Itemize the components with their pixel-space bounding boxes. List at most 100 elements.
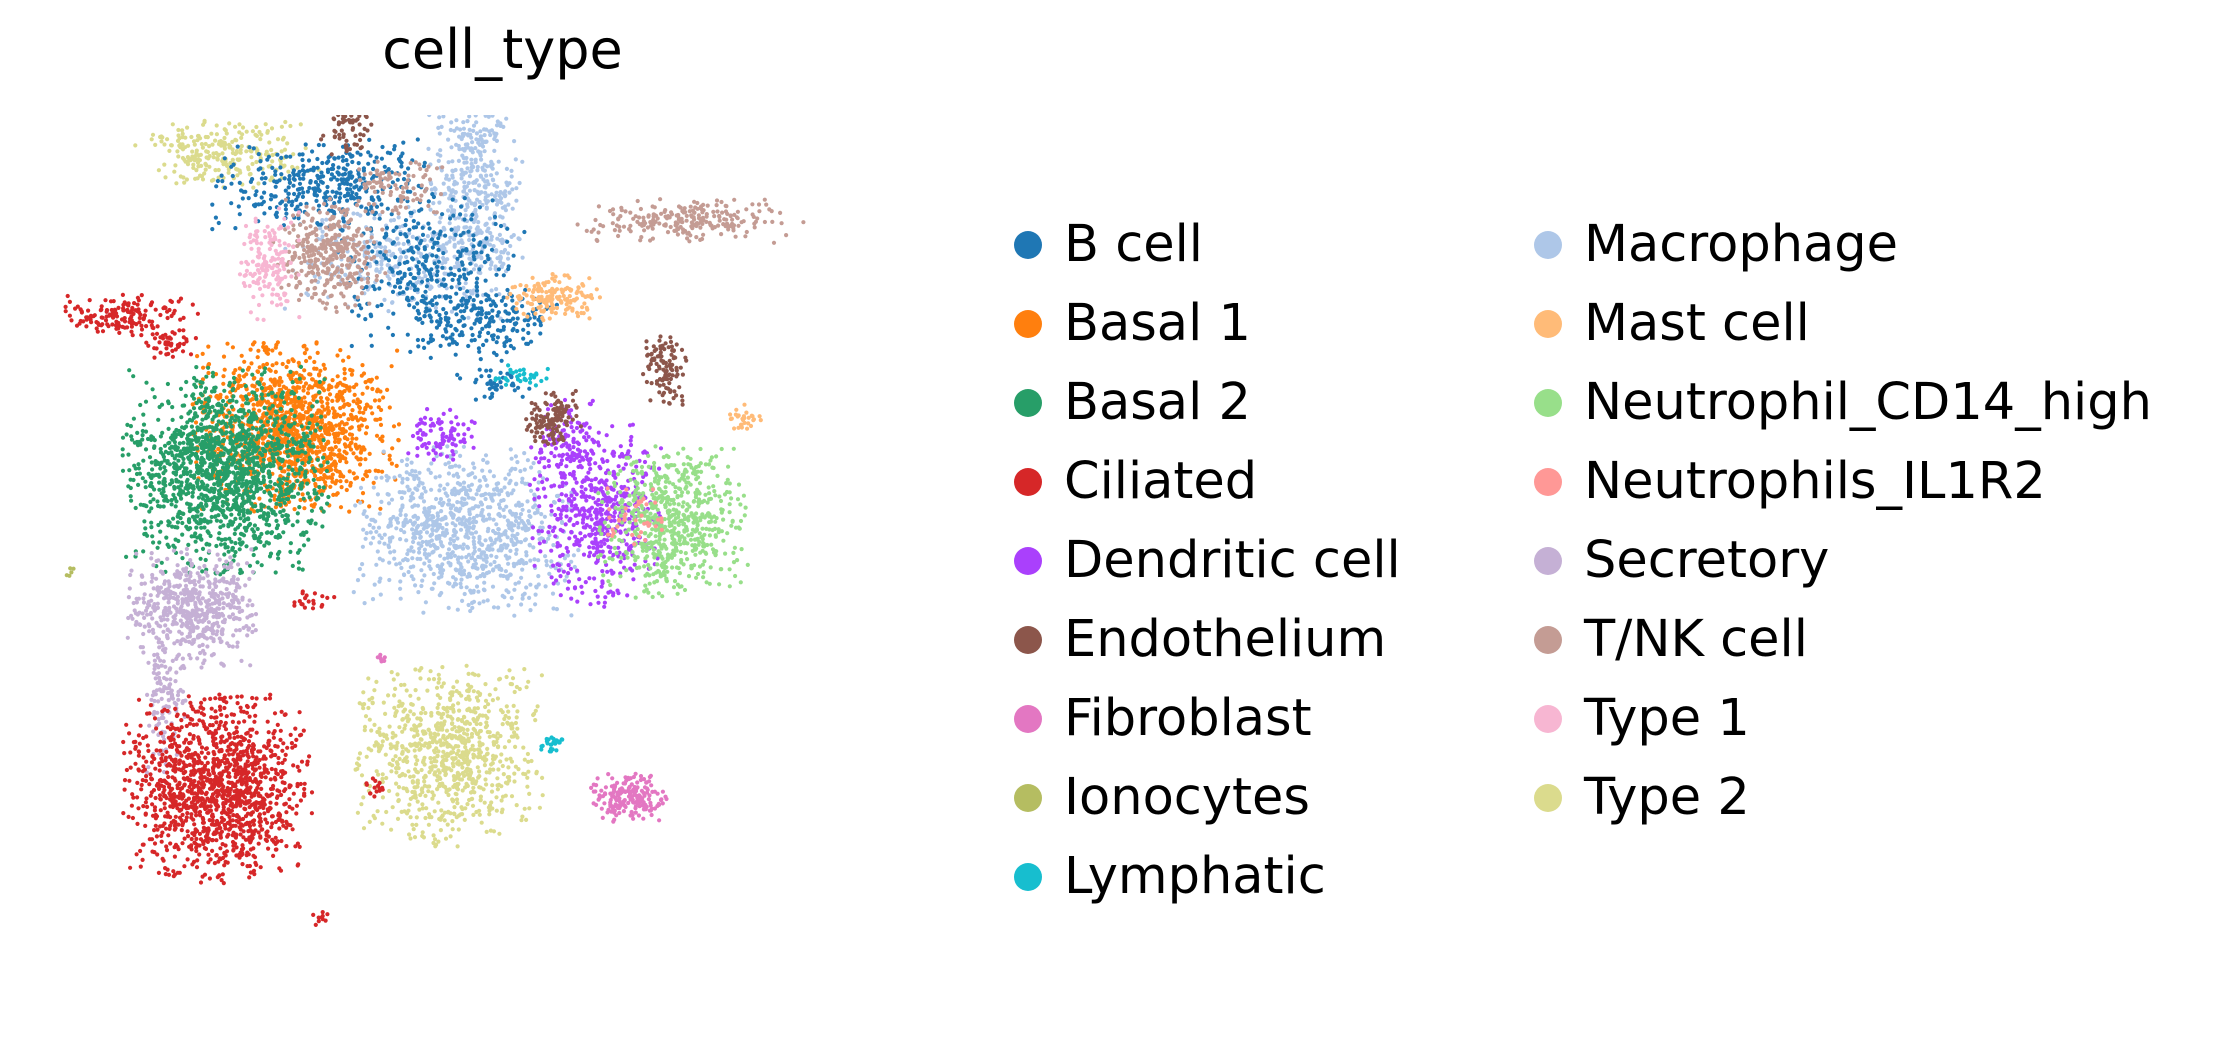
data-point — [194, 470, 200, 475]
data-point — [220, 596, 225, 601]
data-point — [218, 542, 224, 547]
data-point — [141, 549, 146, 554]
data-point — [140, 433, 145, 438]
data-point — [166, 519, 171, 524]
cluster-secretory — [125, 546, 259, 671]
data-point — [157, 487, 162, 492]
data-point — [253, 628, 258, 633]
data-point — [310, 377, 315, 382]
data-point — [264, 345, 269, 350]
data-point — [152, 444, 157, 449]
data-point — [124, 432, 129, 437]
data-point — [165, 315, 170, 321]
data-point — [343, 456, 348, 461]
data-point — [232, 731, 237, 736]
data-point — [196, 755, 201, 760]
data-point — [267, 367, 272, 372]
data-point — [189, 812, 194, 817]
data-point — [143, 823, 148, 829]
data-point — [172, 308, 177, 313]
data-point — [226, 464, 231, 469]
data-point — [216, 606, 222, 611]
data-point — [351, 471, 356, 476]
data-point — [259, 468, 265, 473]
data-point — [182, 836, 187, 841]
data-point — [189, 769, 194, 774]
data-point — [185, 477, 190, 482]
data-point — [373, 468, 378, 473]
data-point — [248, 521, 253, 527]
data-point — [321, 509, 326, 514]
data-point — [317, 373, 322, 378]
data-point — [246, 392, 251, 397]
data-point — [237, 628, 242, 633]
data-point — [137, 471, 142, 476]
data-point — [214, 798, 219, 803]
data-point — [264, 361, 270, 367]
data-point — [250, 342, 256, 347]
data-point — [294, 436, 299, 441]
data-point — [229, 522, 235, 527]
data-point — [293, 466, 298, 471]
data-point — [162, 801, 167, 806]
data-point — [296, 862, 301, 867]
data-point — [275, 788, 280, 793]
data-point — [173, 769, 178, 774]
data-point — [143, 479, 148, 484]
data-point — [261, 801, 266, 807]
data-point — [199, 750, 204, 755]
data-point — [213, 577, 218, 582]
data-point — [243, 822, 248, 827]
data-point — [159, 696, 164, 702]
data-point — [205, 839, 210, 845]
data-point — [249, 437, 254, 442]
data-point — [169, 820, 174, 825]
data-point — [237, 547, 242, 552]
data-point — [275, 340, 280, 345]
data-point — [150, 575, 155, 580]
data-point — [169, 313, 174, 319]
data-point — [274, 361, 279, 366]
data-point — [288, 369, 293, 374]
data-point — [234, 505, 239, 510]
data-point — [181, 335, 186, 340]
data-point — [351, 451, 356, 456]
data-point — [188, 449, 193, 454]
data-point — [247, 598, 252, 603]
data-point — [268, 551, 274, 556]
data-point — [317, 468, 322, 474]
data-point — [203, 557, 208, 563]
data-point — [205, 405, 210, 410]
data-point — [132, 463, 137, 468]
data-point — [301, 388, 306, 393]
data-point — [218, 846, 223, 851]
data-point — [238, 516, 243, 521]
data-point — [202, 518, 207, 523]
data-point — [259, 481, 264, 486]
data-point — [255, 355, 260, 360]
data-point — [150, 534, 155, 539]
data-point — [278, 400, 283, 405]
data-point — [184, 763, 189, 769]
data-point — [155, 324, 160, 329]
data-point — [149, 697, 154, 702]
data-point — [159, 756, 164, 761]
data-point — [110, 322, 115, 327]
data-point — [267, 434, 273, 439]
data-point — [165, 381, 170, 387]
data-point — [202, 485, 207, 490]
data-point — [246, 739, 252, 744]
data-point — [134, 551, 139, 556]
data-point — [237, 373, 242, 379]
data-point — [180, 556, 185, 561]
data-point — [156, 870, 161, 876]
data-point — [240, 503, 245, 509]
data-point — [221, 381, 226, 386]
data-point — [130, 333, 135, 338]
data-point — [164, 535, 169, 540]
data-point — [292, 494, 297, 499]
data-point — [160, 336, 166, 341]
data-point — [208, 635, 214, 640]
data-point — [195, 792, 200, 797]
data-point — [260, 396, 265, 401]
